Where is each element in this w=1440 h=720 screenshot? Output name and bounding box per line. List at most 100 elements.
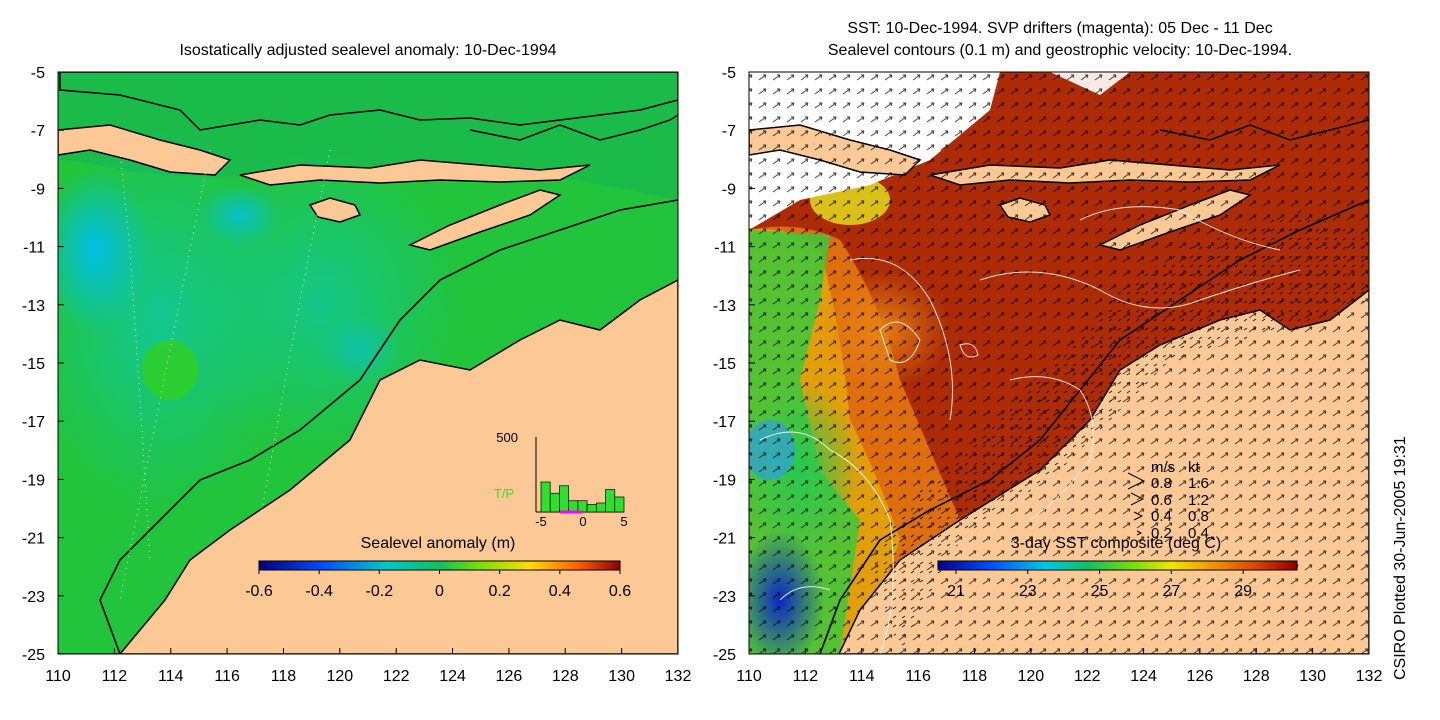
legend-kt-value: 0.8 xyxy=(1188,508,1209,525)
colorbar-tick-label: 21 xyxy=(947,583,965,600)
x-tick-label: 122 xyxy=(383,668,410,685)
x-tick-label: 128 xyxy=(1243,668,1270,685)
y-tick-label: -7 xyxy=(722,123,736,140)
tp-inset-histogram: 500 T/P -5 0 5 xyxy=(494,430,628,529)
y-tick-label: -19 xyxy=(22,472,45,489)
legend-header-kt: kt xyxy=(1188,459,1201,476)
legend-ms-value: 0.2 xyxy=(1151,525,1172,542)
left-panel-title: Isostatically adjusted sealevel anomaly:… xyxy=(179,42,557,59)
lesser-sunda-islands xyxy=(239,159,591,186)
y-tick-label: -11 xyxy=(714,240,736,257)
java-island xyxy=(58,124,232,176)
x-tick-label: 130 xyxy=(608,668,635,685)
x-tick-label: 114 xyxy=(849,668,875,685)
colorbar-tick-label: 23 xyxy=(1019,583,1037,600)
x-tick-label: 110 xyxy=(45,668,71,685)
timor-island xyxy=(407,189,562,251)
colorbar-tick-label: 0.2 xyxy=(489,583,511,600)
sealevel-contours xyxy=(759,206,1301,654)
inset-bar xyxy=(595,502,606,513)
x-tick-label: 118 xyxy=(271,668,297,685)
sst-colorbar-label: 3-day SST composite (deg C) xyxy=(1011,535,1221,552)
left-map xyxy=(58,72,678,654)
right-panel-title-line1: SST: 10-Dec-1994. SVP drifters (magenta)… xyxy=(847,20,1273,37)
legend-arrow xyxy=(1136,530,1143,536)
inset-bar xyxy=(549,492,560,513)
x-tick-label: 128 xyxy=(552,668,579,685)
legend-kt-value: 0.4 xyxy=(1188,525,1209,542)
x-tick-label: 130 xyxy=(1299,668,1326,685)
x-tick-label: 126 xyxy=(1187,668,1214,685)
right-x-axis: 110 112 114 116 118 120 122 124 126 128 130 132 xyxy=(736,648,1382,685)
sumba-island xyxy=(308,197,362,223)
x-tick-label: 112 xyxy=(793,668,819,685)
x-tick-label: 124 xyxy=(1130,668,1157,685)
y-tick-label: -21 xyxy=(22,531,45,548)
colorbar-tick-label: 27 xyxy=(1162,583,1180,600)
inset-bar xyxy=(605,489,616,513)
left-x-axis: 110 112 114 116 118 120 122 124 126 128 130 132 xyxy=(45,648,691,685)
y-tick-label: -7 xyxy=(31,123,45,140)
legend-ms-value: 0.6 xyxy=(1151,492,1172,509)
y-tick-label: -5 xyxy=(722,65,736,82)
x-tick-label: 120 xyxy=(326,668,353,685)
x-tick-label: 116 xyxy=(905,668,931,685)
x-tick-label: 116 xyxy=(214,668,240,685)
inset-bar xyxy=(540,481,551,513)
y-tick-label: -23 xyxy=(713,589,736,606)
legend-ms-value: 0.4 xyxy=(1151,508,1172,525)
x-tick-label: 132 xyxy=(665,668,692,685)
inset-y-label: 500 xyxy=(496,430,518,445)
colorbar-tick-label: -0.2 xyxy=(366,583,394,600)
colorbar-tick-label: 0 xyxy=(435,583,444,600)
inset-bar xyxy=(577,500,588,513)
legend-header-ms: m/s xyxy=(1151,459,1175,476)
y-tick-label: -13 xyxy=(713,298,736,315)
y-tick-label: -21 xyxy=(713,531,736,548)
legend-arrow xyxy=(1130,492,1145,506)
inset-bar xyxy=(559,485,570,513)
y-tick-label: -15 xyxy=(713,356,736,373)
legend-arrow xyxy=(1133,511,1144,521)
colorbar-tick-label: 25 xyxy=(1091,583,1109,600)
legend-kt-value: 1.6 xyxy=(1188,475,1209,492)
x-tick-label: 118 xyxy=(962,668,988,685)
inset-bar xyxy=(614,496,625,513)
x-tick-label: 122 xyxy=(1074,668,1101,685)
x-tick-label: 114 xyxy=(158,668,184,685)
y-tick-label: -17 xyxy=(713,414,736,431)
y-tick-label: -25 xyxy=(713,647,736,664)
x-tick-label: 110 xyxy=(736,668,762,685)
right-y-axis: -5 -7 -9 -11 -13 -15 -17 -19 -21 -23 -25 xyxy=(713,65,755,664)
right-map xyxy=(749,72,1369,654)
sealevel-low-anomaly xyxy=(58,170,150,330)
y-tick-label: -17 xyxy=(22,414,45,431)
legend-ms-value: 0.8 xyxy=(1151,475,1172,492)
x-tick-label: 126 xyxy=(496,668,523,685)
x-tick-label: 132 xyxy=(1356,668,1383,685)
x-tick-label: 124 xyxy=(439,668,466,685)
anomaly-colorbar-label: Sealevel anomaly (m) xyxy=(361,535,516,552)
inset-bar xyxy=(568,500,579,513)
inset-series-label: T/P xyxy=(494,486,514,501)
y-tick-label: -9 xyxy=(722,181,736,198)
y-tick-label: -11 xyxy=(23,240,45,257)
y-tick-label: -15 xyxy=(22,356,45,373)
velocity-legend: m/s kt 0.8 1.6 0.6 1.2 0.4 0.8 0.2 0.4 xyxy=(1127,459,1209,542)
plot-credit: CSIRO Plotted 30-Jun-2005 19:31 xyxy=(1392,436,1409,680)
legend-arrow xyxy=(1127,472,1146,490)
y-tick-label: -13 xyxy=(22,298,45,315)
y-tick-label: -5 xyxy=(31,65,45,82)
legend-kt-value: 1.2 xyxy=(1188,492,1209,509)
shelf-break-contour xyxy=(58,199,678,654)
y-tick-label: -19 xyxy=(713,472,736,489)
x-tick-label: 120 xyxy=(1017,668,1044,685)
inset-x-tick: 0 xyxy=(579,514,586,529)
inset-x-tick: -5 xyxy=(535,514,547,529)
sst-colorbar: 3-day SST composite (deg C) 21 23 25 27 29 xyxy=(937,535,1298,600)
colorbar-tick-label: -0.6 xyxy=(245,583,273,600)
colorbar-tick-label: 0.4 xyxy=(549,583,571,600)
right-panel-title-line2: Sealevel contours (0.1 m) and geostrophi… xyxy=(827,42,1293,59)
colorbar-tick-label: -0.4 xyxy=(305,583,333,600)
